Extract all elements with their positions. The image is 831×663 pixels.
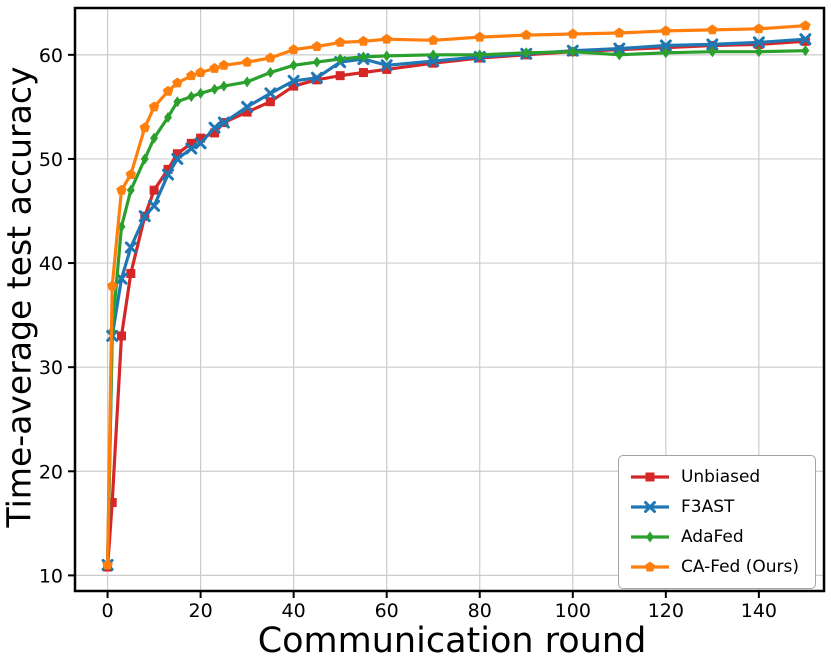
- tick-labels: 0 20 40 60 80 100 120 140 10 20 30 40 50 60: [39, 45, 777, 622]
- y-tick-label: 30: [39, 357, 63, 379]
- legend-marker-icon: [630, 531, 669, 543]
- legend-label: F3AST: [680, 497, 735, 517]
- x-tick-label: 20: [189, 600, 213, 622]
- legend-item: CA-Fed (Ours): [628, 556, 799, 578]
- legend: Unbiased F3AST AdaFed CA-Fed (Ours): [617, 455, 816, 589]
- legend-label: AdaFed: [680, 527, 744, 547]
- axes-spines: [73, 6, 826, 593]
- legend-label: Unbiased: [680, 467, 761, 487]
- x-tick-label: 100: [555, 600, 591, 622]
- legend-item: Unbiased: [628, 466, 799, 488]
- x-tick-label: 40: [282, 600, 306, 622]
- legend-marker-icon: [630, 501, 669, 513]
- y-tick-label: 10: [39, 565, 63, 587]
- x-tick-label: 60: [375, 600, 399, 622]
- legend-marker-icon: [630, 561, 669, 572]
- legend-label: CA-Fed (Ours): [680, 557, 799, 577]
- legend-item: AdaFed: [628, 526, 799, 548]
- x-tick-label: 140: [741, 600, 777, 622]
- x-tick-label: 0: [102, 600, 114, 622]
- legend-marker-icon: [630, 472, 669, 482]
- x-axis-label: Communication round: [257, 621, 647, 661]
- series-f3ast: [101, 33, 812, 571]
- y-tick-label: 20: [39, 461, 63, 483]
- y-tick-label: 50: [39, 149, 63, 171]
- legend-item: F3AST: [628, 496, 799, 518]
- series-ca-fed-ours: [102, 20, 811, 570]
- x-tick-label: 120: [648, 600, 684, 622]
- y-axis-label: Time-average test accuracy: [0, 66, 39, 528]
- y-tick-label: 60: [39, 45, 63, 67]
- x-tick-label: 80: [468, 600, 492, 622]
- y-tick-label: 40: [39, 253, 63, 275]
